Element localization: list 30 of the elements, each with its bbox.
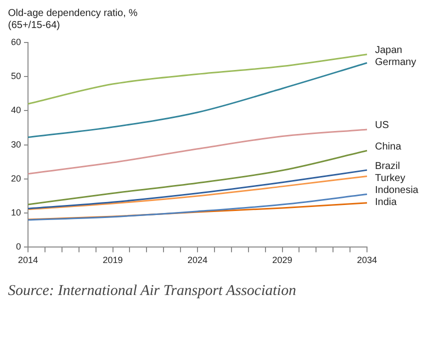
x-tick-label: 2029	[272, 255, 292, 266]
y-tick-label: 10	[10, 208, 22, 218]
x-tick-label: 2024	[187, 255, 208, 266]
x-tick-label: 2019	[102, 255, 123, 266]
y-tick-label: 40	[10, 105, 22, 116]
y-tick-label: 50	[10, 71, 22, 82]
series-label: China	[375, 141, 402, 152]
y-axis-title: Old-age dependency ratio, % (65+/15-64)	[8, 8, 139, 32]
line-series	[27, 62, 368, 138]
y-tick-label: 20	[10, 173, 22, 184]
series-label: Brazil	[375, 160, 400, 172]
series-label: US	[375, 120, 390, 132]
line-series	[27, 202, 368, 220]
line-series	[27, 194, 368, 221]
series-label: Turkey	[375, 172, 406, 184]
x-tick-label: 2034	[356, 255, 378, 266]
series-label: Japan	[375, 45, 402, 56]
x-tick-label: 2014	[18, 255, 38, 266]
line-series	[27, 128, 368, 175]
y-tick-label: 0	[16, 242, 22, 252]
line-series	[27, 169, 368, 210]
source-note: Source: International Air Transport Association	[8, 283, 298, 300]
y-tick-label: 60	[10, 36, 22, 47]
series-label: India	[375, 197, 398, 208]
line-series	[27, 150, 368, 206]
line-series	[27, 175, 368, 210]
y-tick-label: 30	[10, 139, 22, 150]
line-series	[27, 54, 368, 105]
series-label: Germany	[375, 57, 416, 68]
series-label: Indonesia	[375, 185, 419, 196]
